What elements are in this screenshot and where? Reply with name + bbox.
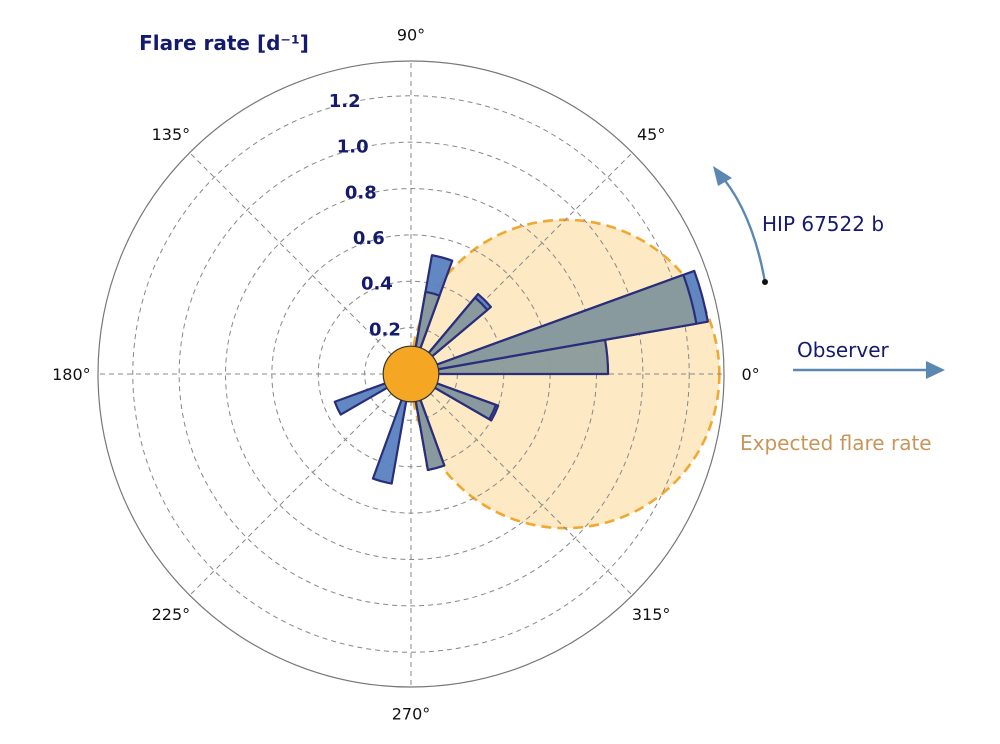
polar-frame (97, 60, 725, 688)
radial-tick-label: 0.4 (361, 274, 393, 295)
planet-annotation: HIP 67522 b (713, 166, 884, 285)
star-marker (382, 345, 440, 403)
angular-tick-label: 180° (52, 365, 91, 384)
axis-labels: 0° 45° 90° 135° 180° 225° 270° 315° 0.2 0.4 0.6 0.8… (52, 25, 760, 723)
observer-arrow-head (926, 361, 945, 379)
observer-label: Observer (797, 338, 890, 362)
observer-annotation: Observer (793, 338, 945, 379)
radial-tick-label: 1.2 (329, 91, 361, 112)
radial-tick-label: 0.8 (345, 182, 377, 203)
flare-bar-observed (371, 372, 413, 485)
radial-tick-label: 1.0 (337, 137, 369, 158)
radial-gridline (132, 95, 690, 653)
angular-gridline (189, 152, 412, 375)
angular-tick-label: 0° (742, 365, 760, 384)
angular-tick-label: 315° (632, 605, 671, 624)
radial-tick-label: 0.2 (369, 319, 401, 340)
angular-gridline (410, 152, 633, 375)
planet-orbit-arrow (717, 171, 767, 283)
angular-tick-label: 90° (397, 25, 425, 44)
planet-arrow-head (713, 166, 732, 186)
angular-gridline (189, 373, 412, 596)
angular-gridline (410, 373, 633, 596)
angular-tick-label: 45° (637, 125, 665, 144)
angular-tick-label: 225° (152, 605, 191, 624)
expected-rate-label: Expected flare rate (740, 431, 932, 455)
radial-axis-title: Flare rate [d⁻¹] (139, 31, 309, 55)
angular-tick-label: 270° (392, 705, 431, 724)
planet-dot (762, 279, 768, 285)
flare-bar-overlay (409, 273, 698, 376)
radial-tick-label: 0.6 (353, 228, 385, 249)
planet-label: HIP 67522 b (762, 212, 884, 236)
star-disk (382, 345, 440, 403)
radial-gridline (178, 141, 644, 607)
angular-tick-label: 135° (152, 125, 191, 144)
